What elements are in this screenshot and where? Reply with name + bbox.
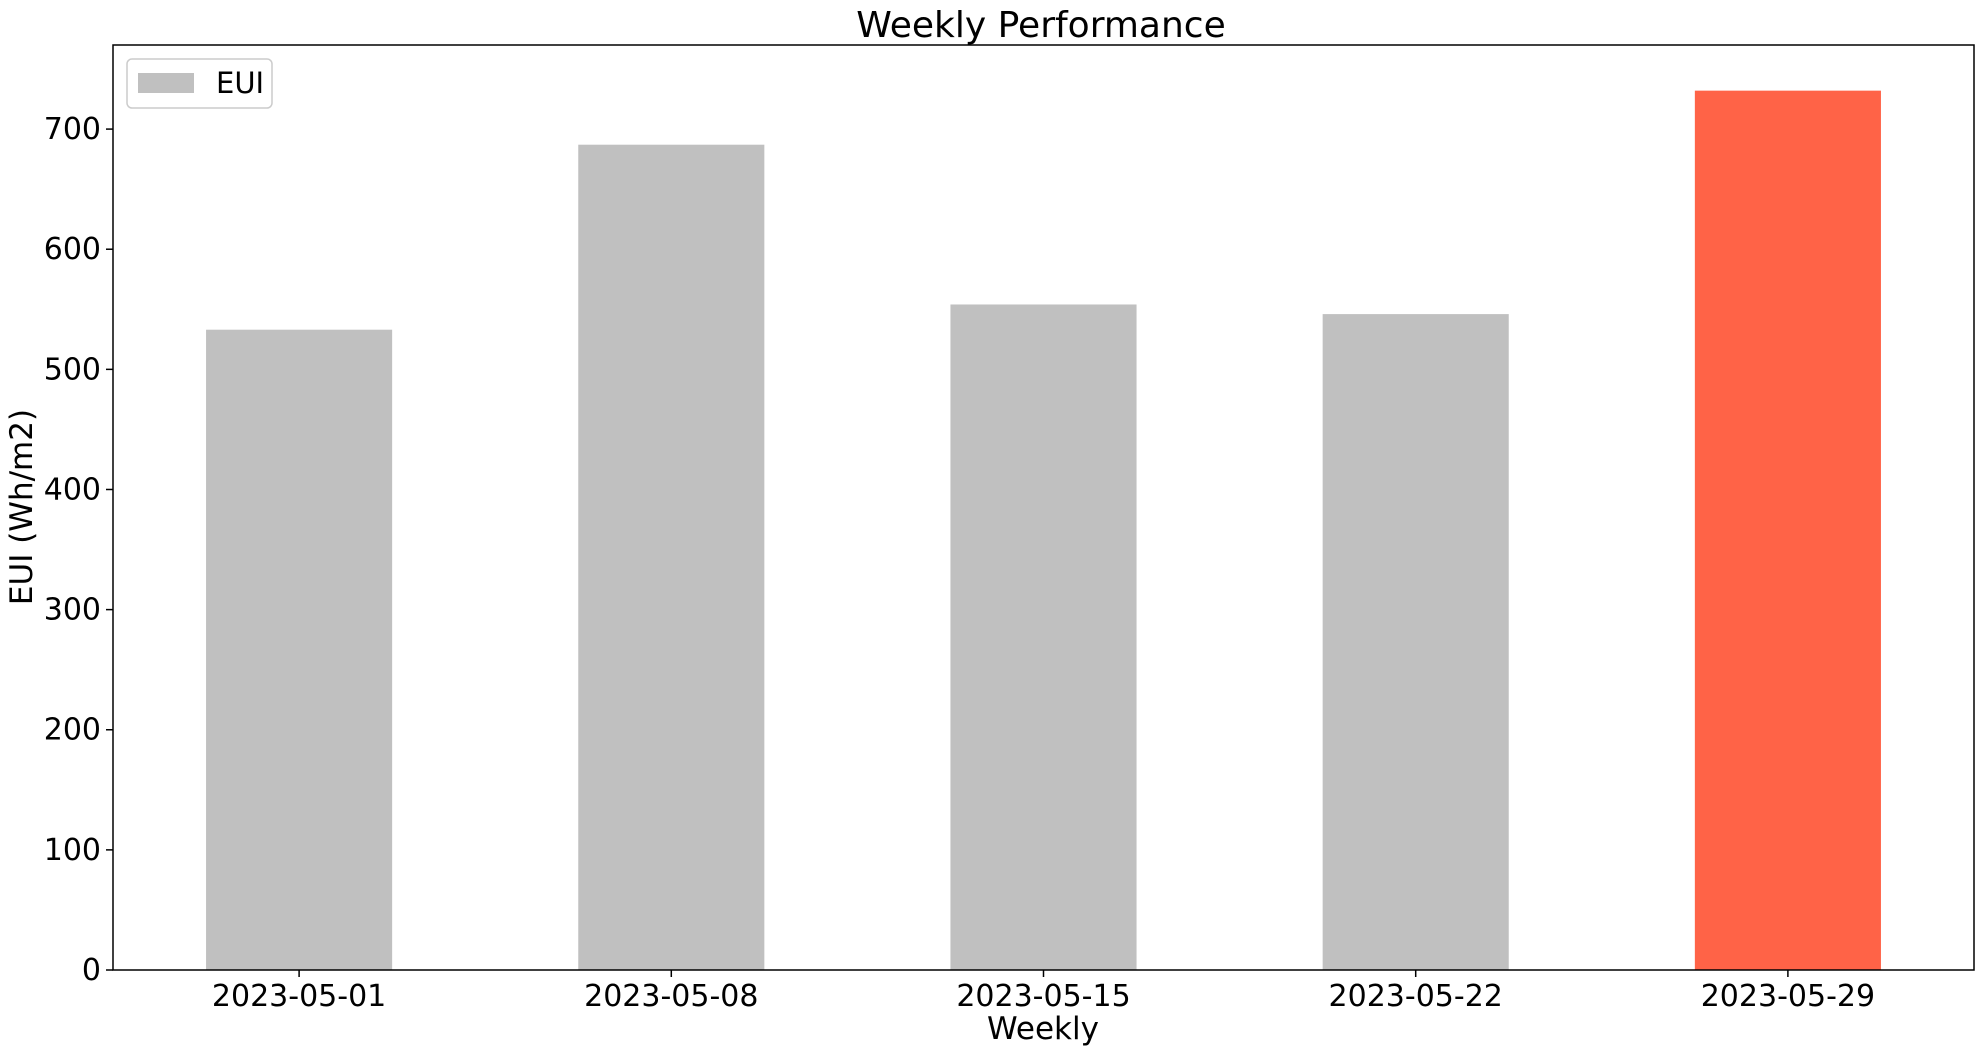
y-tick-label: 600 [44, 232, 101, 267]
bar-2023-05-15 [950, 304, 1137, 970]
y-tick-label: 700 [44, 112, 101, 147]
y-tick-label: 200 [44, 713, 101, 748]
bar-2023-05-08 [578, 144, 765, 971]
legend-swatch-eui [138, 73, 194, 93]
legend-frame [126, 58, 273, 109]
bar-2023-05-22 [1322, 314, 1509, 970]
x-axis: 2023-05-01 2023-05-08 2023-05-15 2023-05-22… [212, 970, 1875, 1014]
y-tick-label: 400 [44, 472, 101, 507]
y-tick-label: 0 [82, 953, 101, 988]
bars-group [206, 90, 1881, 971]
x-tick-label: 2023-05-29 [1701, 979, 1875, 1014]
y-tick-label: 300 [44, 593, 101, 628]
legend: EUI [126, 58, 273, 109]
bar-2023-05-01 [206, 329, 393, 971]
y-axis: 0 100 200 300 400 500 600 700 [44, 112, 113, 988]
x-tick-label: 2023-05-15 [956, 979, 1130, 1014]
plot-area-frame [112, 44, 1975, 971]
y-tick-label: 500 [44, 352, 101, 387]
x-tick-label: 2023-05-22 [1329, 979, 1503, 1014]
x-tick-label: 2023-05-01 [212, 979, 386, 1014]
x-tick-label: 2023-05-08 [584, 979, 758, 1014]
x-axis-label: Weekly [987, 1011, 1099, 1047]
y-axis-label: EUI (Wh/m2) [4, 409, 40, 605]
bar-2023-05-29 [1694, 90, 1881, 970]
chart-title: Weekly Performance [856, 5, 1226, 46]
y-tick-label: 100 [44, 833, 101, 868]
legend-label-eui: EUI [216, 66, 264, 100]
